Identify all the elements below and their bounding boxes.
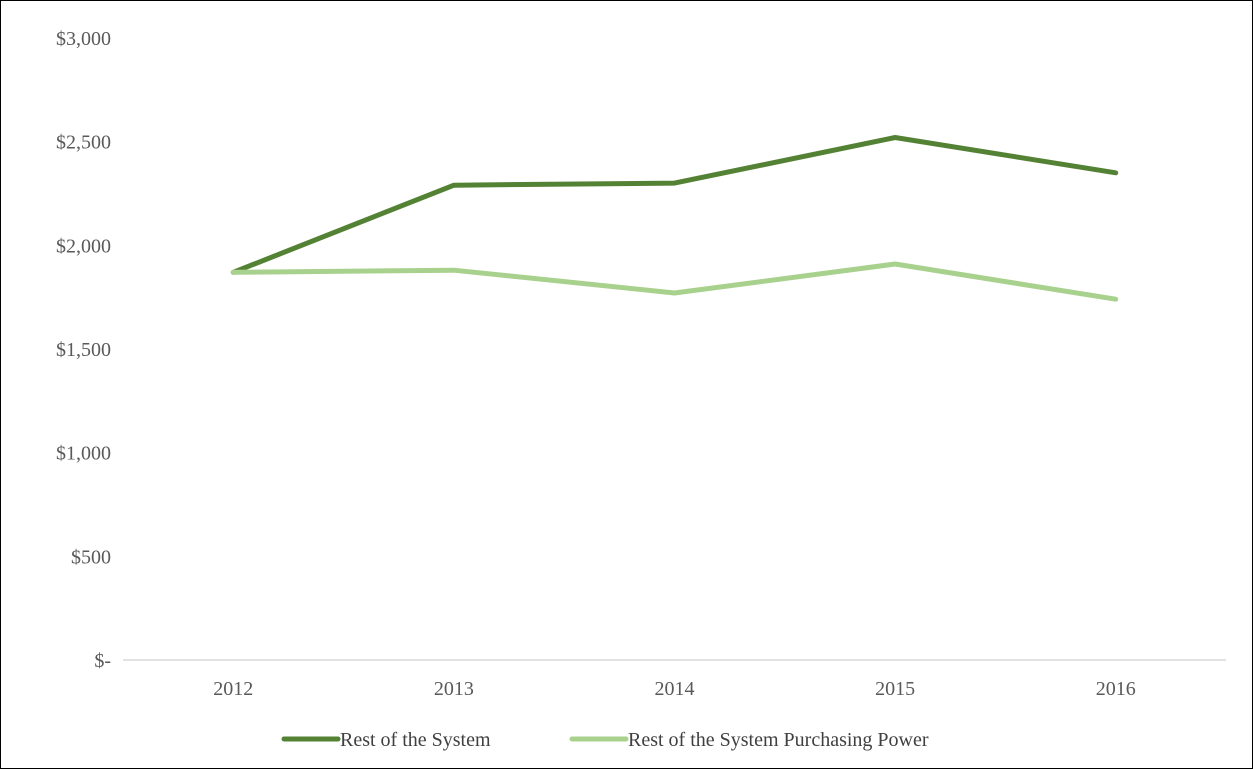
y-tick-label: $1,500	[56, 339, 111, 361]
legend-label: Rest of the System Purchasing Power	[628, 729, 929, 751]
y-axis-labels: $- $500 $1,000 $1,500 $2,000 $2,500 $3,000	[56, 28, 111, 672]
legend: Rest of the System Rest of the System Pur…	[281, 729, 929, 751]
y-tick-label: $2,500	[56, 132, 111, 154]
x-tick-label: 2016	[1096, 678, 1136, 700]
y-tick-label: $1,000	[56, 443, 111, 465]
x-tick-label: 2014	[655, 678, 695, 700]
y-tick-label: $3,000	[56, 28, 111, 50]
x-tick-label: 2012	[213, 678, 253, 700]
series-line-2	[230, 261, 1119, 302]
series-lines	[230, 135, 1119, 302]
x-axis-labels: 2012 2013 2014 2015 2016	[213, 678, 1135, 700]
y-tick-label: $500	[71, 546, 111, 568]
y-tick-label: $2,000	[56, 235, 111, 257]
x-tick-label: 2015	[875, 678, 915, 700]
y-tick-label: $-	[94, 650, 111, 672]
legend-label: Rest of the System	[340, 729, 491, 751]
series-line-1	[230, 135, 1119, 275]
x-tick-label: 2013	[434, 678, 474, 700]
